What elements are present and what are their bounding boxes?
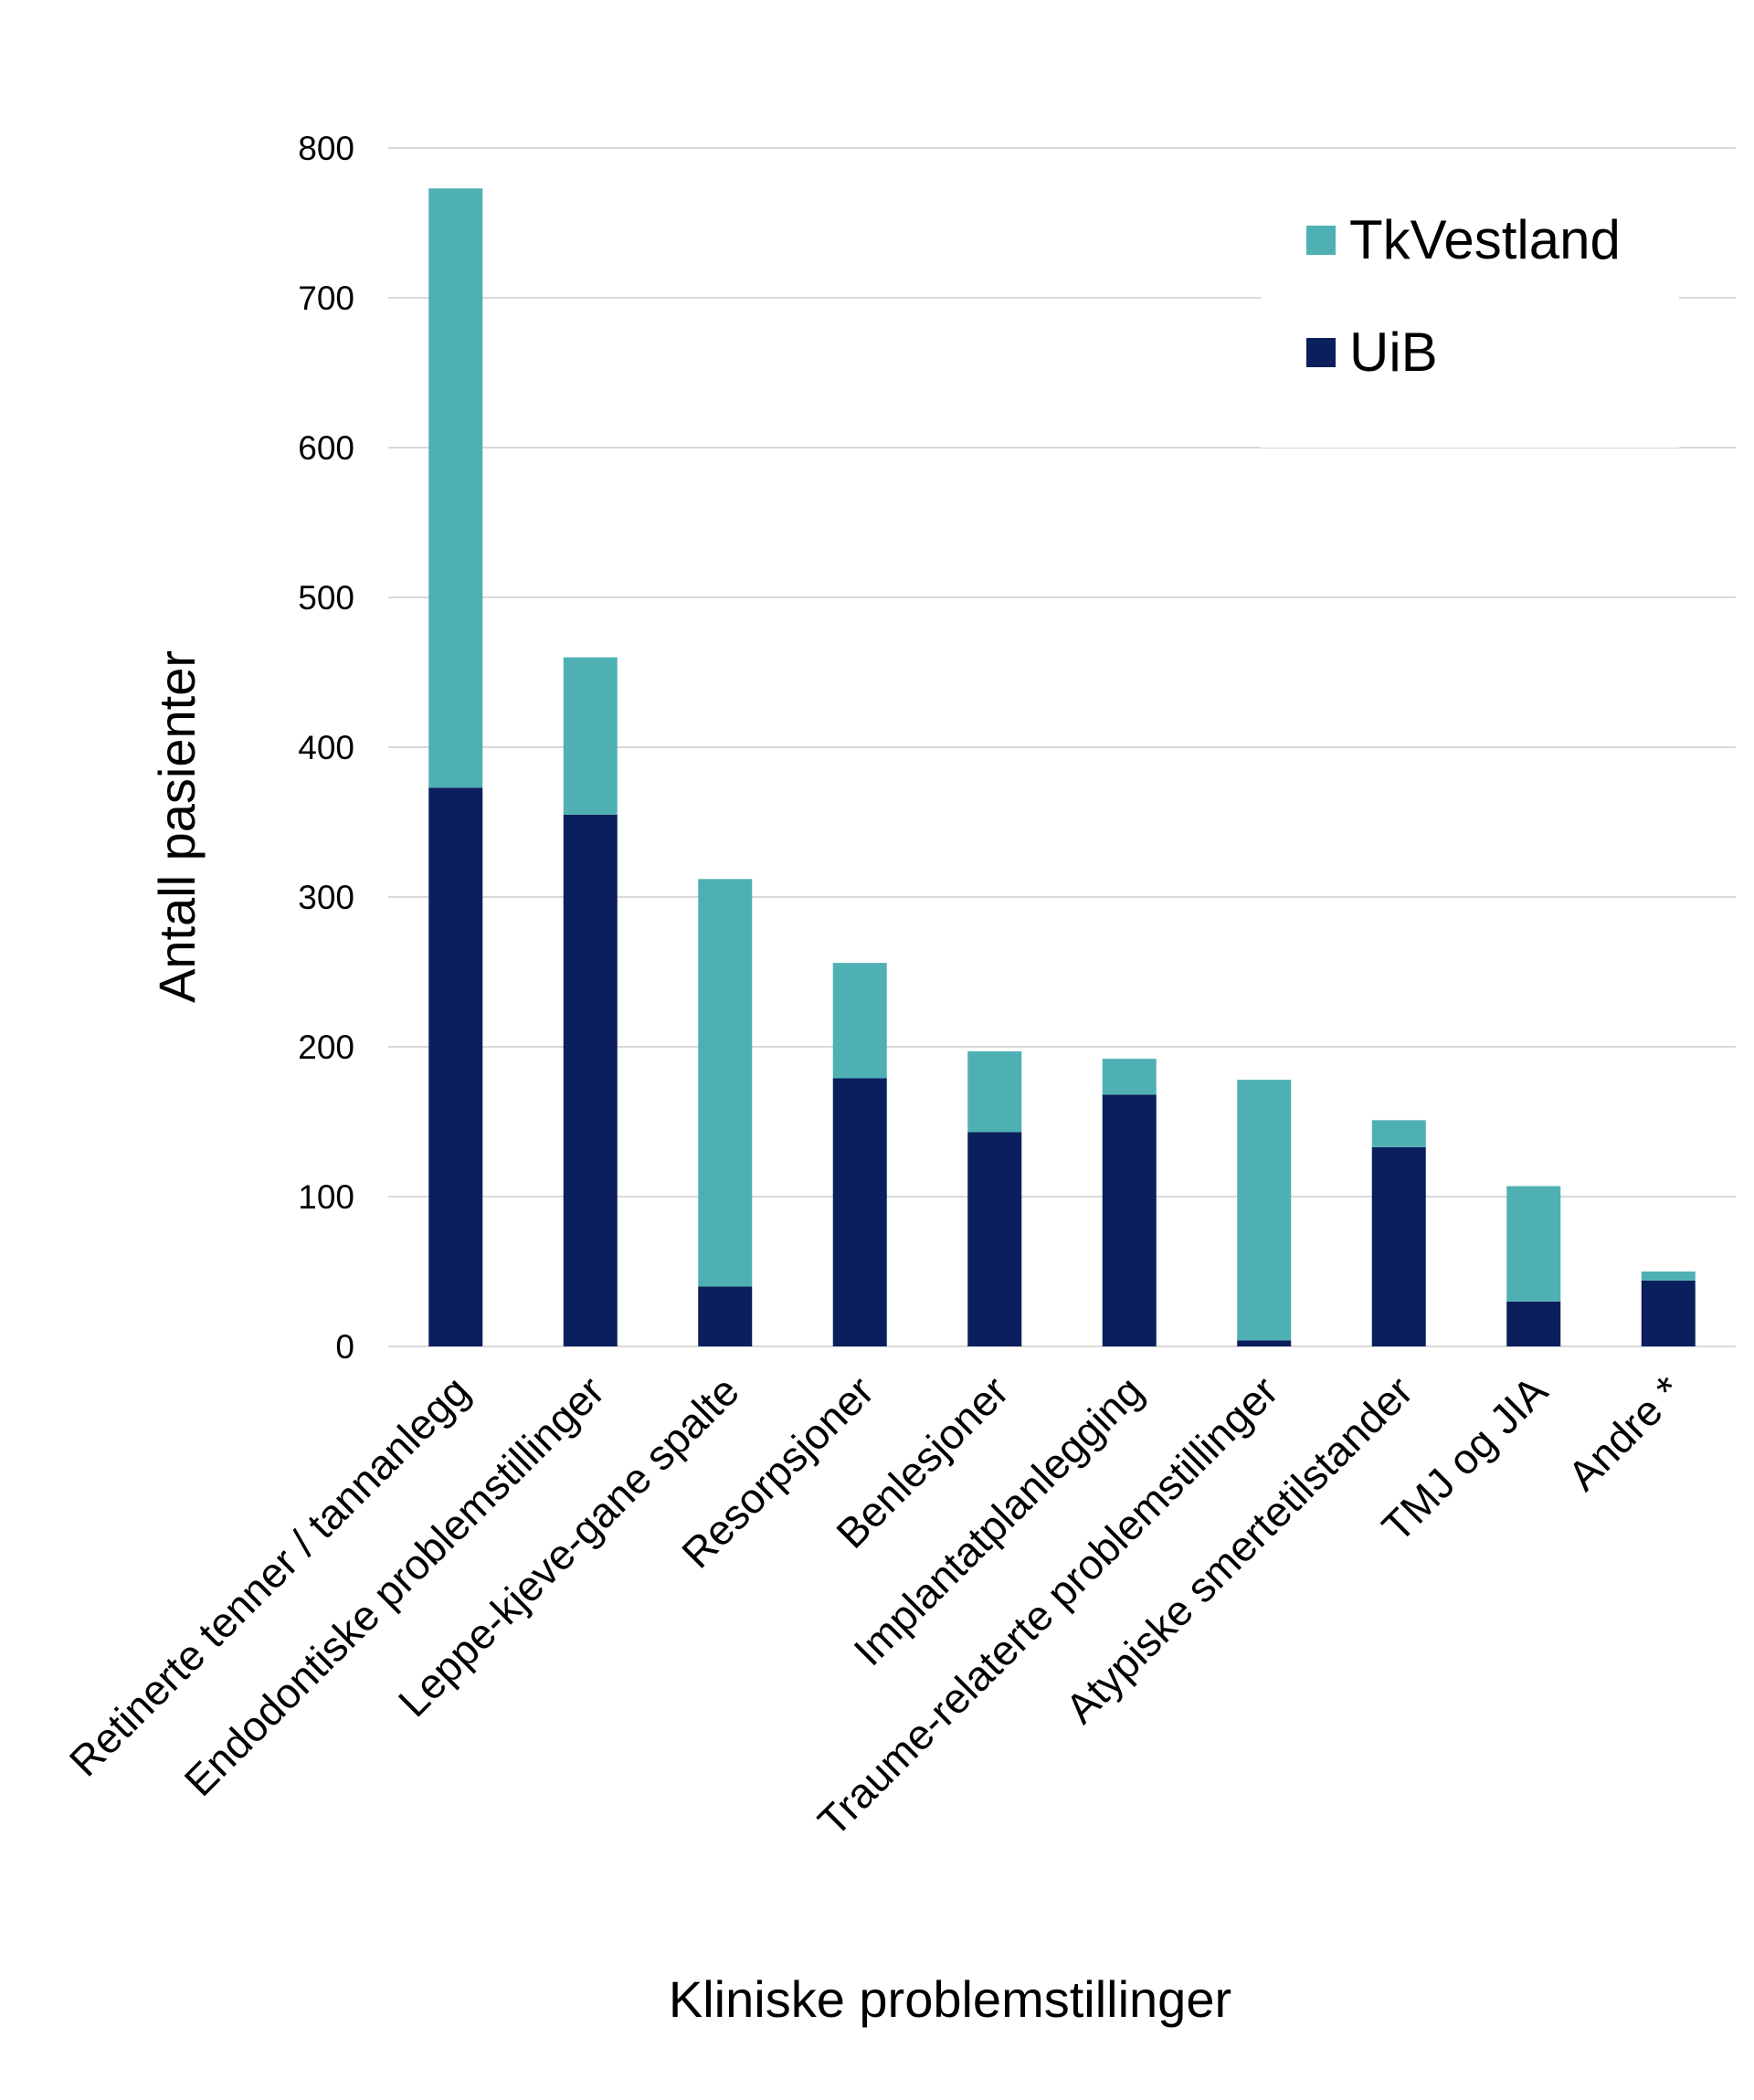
bar-uib-retinerte-tenner-tannanlegg <box>428 787 483 1346</box>
legend-label-tkvestland: TkVestland <box>1349 209 1621 270</box>
x-tick-label-andre: Andre * <box>1559 1367 1691 1499</box>
x-axis-tick-labels: Retinerte tenner / tannanleggEndodontisk… <box>60 1367 1692 1845</box>
y-tick-label-400: 400 <box>298 729 354 766</box>
bar-tkvestland-implantatplanlegging <box>1102 1059 1157 1095</box>
y-tick-label-800: 800 <box>298 130 354 167</box>
y-tick-label-600: 600 <box>298 429 354 467</box>
bar-uib-andre <box>1641 1280 1696 1346</box>
legend-label-uib: UiB <box>1349 322 1438 383</box>
bar-tkvestland-traume-relaterte-problemstillinger <box>1237 1080 1292 1341</box>
bar-tkvestland-leppe-kjeve-gane-spalte <box>698 879 753 1287</box>
bar-uib-benlesjoner <box>967 1132 1022 1346</box>
x-axis-title: Kliniske problemstillinger <box>669 1970 1231 2028</box>
y-tick-label-500: 500 <box>298 579 354 617</box>
bar-tkvestland-andre <box>1641 1272 1696 1281</box>
y-axis-title: Antall pasienter <box>148 650 206 1003</box>
y-tick-label-0: 0 <box>335 1328 354 1366</box>
bar-uib-implantatplanlegging <box>1102 1094 1157 1346</box>
bars <box>428 188 1696 1346</box>
y-tick-label-300: 300 <box>298 879 354 916</box>
bar-tkvestland-benlesjoner <box>967 1050 1022 1133</box>
legend-swatch-tkvestland <box>1306 226 1336 255</box>
bar-tkvestland-retinerte-tenner-tannanlegg <box>428 188 483 788</box>
y-axis-ticks: 0 100 200 300 400 500 600 700 800 <box>298 130 354 1366</box>
bar-tkvestland-resorpsjoner <box>832 963 887 1079</box>
y-tick-label-200: 200 <box>298 1029 354 1066</box>
bar-tkvestland-tmj-og-jia <box>1506 1186 1561 1302</box>
y-tick-label-100: 100 <box>298 1178 354 1216</box>
bar-uib-endodontiske-problemstillinger <box>563 814 618 1346</box>
bar-tkvestland-atypiske-smertetilstander <box>1371 1120 1426 1147</box>
bar-uib-resorpsjoner <box>832 1078 887 1346</box>
y-tick-label-700: 700 <box>298 280 354 317</box>
legend-swatch-uib <box>1306 338 1336 367</box>
bar-tkvestland-endodontiske-problemstillinger <box>563 657 618 815</box>
bar-uib-atypiske-smertetilstander <box>1371 1146 1426 1346</box>
bar-uib-tmj-og-jia <box>1506 1301 1561 1346</box>
bar-uib-leppe-kjeve-gane-spalte <box>698 1286 753 1346</box>
bar-uib-traume-relaterte-problemstillinger <box>1237 1340 1292 1346</box>
legend: TkVestland UiB <box>1261 209 1679 448</box>
